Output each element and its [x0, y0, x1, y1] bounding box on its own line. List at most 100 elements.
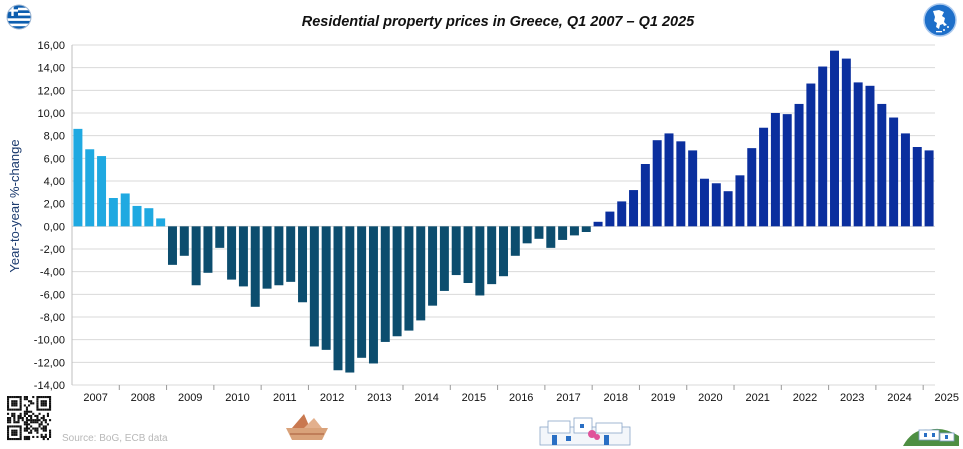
qr-module: [11, 396, 14, 399]
bar: [794, 103, 804, 227]
bar: [593, 221, 603, 227]
qr-module: [19, 429, 22, 432]
qr-module: [30, 402, 33, 405]
qr-module: [40, 402, 43, 405]
bar: [747, 148, 757, 227]
qr-module: [30, 425, 33, 428]
qr-module: [13, 414, 16, 417]
bar: [132, 205, 142, 227]
qr-module: [49, 406, 52, 409]
qr-module: [25, 410, 28, 413]
qr-module: [15, 421, 18, 424]
bar: [238, 226, 248, 287]
x-tick-label: 2020: [698, 392, 722, 404]
qr-module: [13, 408, 16, 411]
qr-module: [7, 438, 10, 441]
qr-module: [7, 400, 10, 403]
qr-module: [23, 429, 26, 432]
qr-module: [23, 404, 26, 407]
bar: [156, 218, 166, 227]
qr-module: [23, 398, 26, 401]
qr-module: [44, 433, 47, 436]
qr-module: [19, 438, 22, 441]
bar: [274, 226, 284, 286]
qr-module: [13, 433, 16, 436]
qr-module: [7, 421, 10, 424]
paper-boat-icon: [286, 414, 328, 440]
qr-module: [7, 419, 10, 422]
bar: [416, 226, 426, 321]
qr-module: [13, 429, 16, 432]
qr-module: [36, 417, 39, 420]
qr-module: [34, 421, 37, 424]
qr-module: [28, 435, 31, 438]
qr-module: [42, 414, 45, 417]
qr-module: [9, 425, 12, 428]
qr-module: [17, 396, 20, 399]
qr-module: [17, 425, 20, 428]
qr-module: [19, 398, 22, 401]
qr-module: [7, 435, 10, 438]
bar: [167, 226, 177, 265]
bar: [924, 150, 934, 227]
qr-module: [30, 431, 33, 434]
qr-module: [23, 412, 26, 415]
bar: [770, 113, 780, 227]
chart-title: Residential property prices in Greece, Q…: [302, 14, 695, 30]
bar: [889, 117, 899, 227]
y-tick-label: -4,00: [40, 267, 65, 279]
qr-module: [9, 417, 12, 420]
qr-module: [30, 414, 33, 417]
qr-module: [36, 402, 39, 405]
qr-module: [25, 421, 28, 424]
x-tick-label: 2019: [651, 392, 675, 404]
qr-module: [17, 421, 20, 424]
y-tick-labels: 16,00 14,00 12,00 10,00 8,00 6,00 4,00 2,00 0,00…: [34, 40, 65, 392]
qr-module: [28, 423, 31, 426]
qr-module: [42, 404, 45, 407]
qr-module: [36, 408, 39, 411]
greece-map-icon: [923, 3, 957, 37]
x-tick-label: 2014: [414, 392, 438, 404]
bar: [723, 191, 733, 227]
qr-module: [15, 425, 18, 428]
qr-module: [13, 421, 16, 424]
bar: [428, 226, 438, 306]
qr-module: [15, 433, 18, 436]
bar: [522, 226, 532, 244]
qr-module: [40, 423, 43, 426]
qr-module: [32, 427, 35, 430]
qr-module: [49, 404, 52, 407]
qr-module: [28, 419, 31, 422]
qr-module: [30, 419, 33, 422]
qr-module: [30, 421, 33, 424]
source-note: Source: BoG, ECB data: [62, 433, 168, 444]
bar: [652, 140, 662, 227]
x-tick-label: 2015: [462, 392, 486, 404]
greek-flag-icon: [6, 4, 32, 30]
qr-module: [32, 421, 35, 424]
bar: [818, 66, 828, 227]
qr-module: [25, 429, 28, 432]
qr-module: [44, 429, 47, 432]
bar: [392, 226, 402, 337]
bar: [782, 114, 792, 227]
qr-module: [25, 427, 28, 430]
qr-module: [25, 398, 28, 401]
x-tick-label: 2013: [367, 392, 391, 404]
bar: [286, 226, 296, 282]
x-tick-label: 2012: [320, 392, 344, 404]
bar: [534, 226, 544, 239]
y-tick-label: 0,00: [44, 221, 65, 233]
qr-module: [13, 438, 16, 441]
bar: [499, 226, 508, 277]
qr-module: [19, 408, 22, 411]
qr-module: [9, 438, 12, 441]
bar: [900, 133, 910, 227]
bar: [73, 128, 83, 227]
qr-module: [44, 404, 47, 407]
y-tick-label: -14,00: [34, 380, 65, 392]
qr-module: [11, 431, 14, 434]
qr-module: [49, 398, 52, 401]
